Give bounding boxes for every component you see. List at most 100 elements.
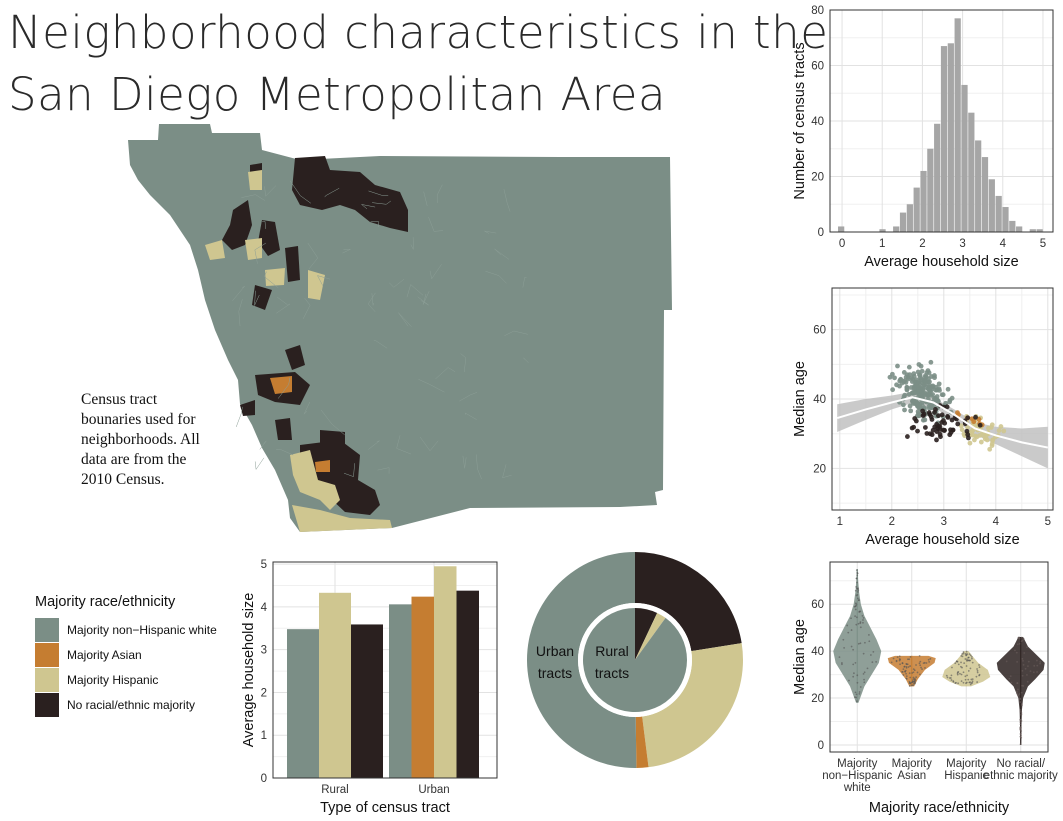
violin-dot — [898, 658, 901, 660]
violin-ytick-label: 60 — [811, 599, 824, 611]
bars-border — [272, 561, 498, 779]
violin-dot — [1019, 728, 1022, 731]
hist-bar — [981, 157, 989, 232]
scatter-point-hispanic — [990, 438, 995, 443]
map-tract-boundary — [417, 296, 429, 306]
donut-outer-label: tracts — [538, 665, 572, 681]
scatter-point-no-majority — [928, 414, 934, 420]
violin-dot — [1026, 680, 1029, 683]
violin-dot — [875, 660, 878, 663]
scatter-point-white — [935, 398, 941, 404]
violin-dot — [855, 604, 857, 607]
hist-bar — [940, 46, 948, 233]
violin-dot — [842, 638, 845, 641]
violin-dot — [1022, 664, 1025, 666]
map-tract-boundary — [406, 284, 424, 298]
map-tract-no-majority — [252, 285, 272, 310]
scatter-point-white — [918, 363, 924, 369]
violin-dot — [1024, 667, 1027, 670]
map-tract-boundary — [410, 237, 414, 250]
violin-dot — [857, 597, 859, 600]
violin-dot — [850, 617, 852, 620]
map-tract-boundary — [428, 216, 444, 232]
violin-dot — [945, 674, 948, 677]
map-tract-boundary — [264, 185, 277, 197]
map-tract-boundary — [303, 401, 311, 415]
scatter-point-hispanic — [998, 424, 1004, 429]
scatter-point-no-majority — [965, 415, 971, 421]
legend-swatch — [35, 618, 59, 642]
violin-dot — [859, 686, 862, 688]
bars-ytick-label: 5 — [261, 559, 267, 571]
violin-dot — [1016, 682, 1019, 685]
violin-dot — [1005, 660, 1008, 663]
scatter-point-hispanic — [973, 433, 979, 439]
violin-dot — [1019, 726, 1022, 729]
violin-dot — [1008, 677, 1011, 680]
violin-x-axis-label: Majority race/ethnicity — [869, 800, 1010, 816]
violin-dot — [965, 659, 968, 662]
map-tract-boundary — [485, 270, 507, 284]
map-tract-boundary — [460, 353, 467, 373]
scatter-point-no-majority — [924, 431, 930, 436]
bar-urban — [434, 566, 457, 778]
hist-bar — [954, 18, 961, 233]
hist-xtick-label: 4 — [1000, 238, 1007, 250]
violin-dot — [856, 674, 859, 677]
legend-swatch — [35, 668, 59, 692]
scatter-x-axis-label: Average household size — [865, 532, 1020, 548]
map-tract-boundary — [423, 191, 428, 206]
violin-dot — [855, 569, 858, 572]
map-tract-boundary — [254, 242, 266, 264]
hist-xtick-label: 0 — [839, 238, 845, 250]
scatter-point-hispanic — [978, 439, 984, 445]
map-tract-boundary — [464, 412, 477, 420]
violin-dot — [898, 659, 901, 662]
violin-dot — [847, 631, 850, 634]
map-tract-boundary — [389, 278, 405, 288]
violin-dot — [962, 681, 965, 684]
violin-dot — [896, 656, 899, 659]
violin-dot — [970, 678, 973, 681]
scatter-border — [831, 287, 1054, 511]
violin-dot — [1022, 659, 1024, 662]
violin-dot — [906, 663, 909, 666]
bar-rural — [287, 629, 319, 778]
scatter-point-no-majority — [973, 414, 978, 420]
violin-dot — [858, 599, 860, 601]
violin-dot — [965, 681, 968, 684]
scatter-point-white — [922, 417, 928, 423]
scatter-point-white — [915, 369, 921, 375]
violin-dot — [912, 684, 915, 687]
bar-rural — [319, 592, 351, 778]
map-tract-boundary — [342, 249, 351, 254]
scatter-ytick-label: 20 — [813, 463, 826, 475]
bar-urban — [411, 596, 434, 778]
map-tract-boundary — [522, 277, 527, 288]
scatter-point-hispanic — [977, 433, 983, 438]
map-tract-hispanic — [308, 270, 325, 300]
violin-dot — [957, 663, 960, 666]
violin-dot — [1015, 651, 1018, 654]
scatter-point-white — [945, 386, 951, 392]
violin-dot — [971, 678, 974, 681]
map-tract-boundary — [418, 379, 445, 393]
violin-dot — [1018, 693, 1021, 695]
scatter-point-white — [904, 385, 910, 391]
map-tract-boundary — [504, 330, 528, 336]
scatter-xtick-label: 2 — [889, 516, 895, 528]
scatter-point-no-majority — [913, 418, 919, 424]
hist-bar — [893, 226, 900, 232]
scatter-point-no-majority — [926, 410, 932, 416]
map-tract-boundary — [254, 457, 265, 471]
scatter-ytick-label: 40 — [813, 394, 826, 406]
scatter-point-hispanic — [1001, 428, 1007, 434]
age-vs-household-scatter: 20 40 60 1 2 3 4 5 Average household size Median … — [792, 287, 1054, 548]
violin-dot — [1020, 711, 1023, 714]
violin-dot — [920, 666, 922, 669]
map-tract-boundary — [419, 436, 439, 452]
map-tract-boundary — [259, 440, 267, 450]
violin-xtick-label: Majority — [892, 758, 933, 770]
violin-dot — [857, 589, 860, 591]
violin-dot — [855, 700, 858, 703]
